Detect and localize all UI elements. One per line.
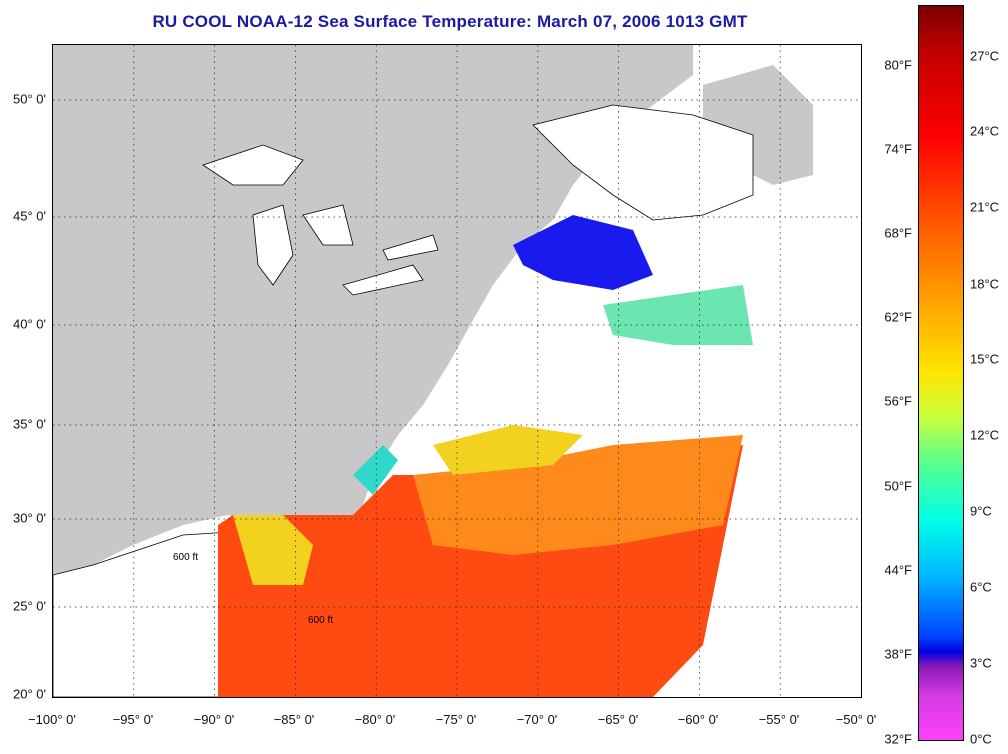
contour-label-straits: 600 ft (308, 615, 333, 626)
colorbar-label-fahrenheit: 56°F (884, 393, 912, 409)
x-tick-label: −60° 0' (677, 712, 719, 727)
sst-swath-yellow (233, 425, 583, 585)
colorbar-label-celsius: 12°C (970, 427, 1000, 443)
x-tick-label: −75° 0' (435, 712, 477, 727)
colorbar-label-fahrenheit: 32°F (884, 731, 912, 747)
great-lakes (202, 144, 439, 296)
colorbar-label-fahrenheit: 74°F (884, 141, 912, 157)
sst-nova-scotia-cold (513, 215, 653, 290)
temperature-colorbar (918, 5, 964, 741)
colorbar-label-fahrenheit: 50°F (884, 478, 912, 494)
sst-shelf-cyan (603, 285, 753, 345)
gulf-st-lawrence (532, 104, 754, 221)
y-tick-label: 35° 0' (13, 416, 46, 432)
colorbar-label-fahrenheit: 80°F (884, 57, 912, 73)
y-tick-label: 40° 0' (13, 316, 46, 332)
colorbar-label-celsius: 3°C (970, 655, 992, 671)
map-grid (53, 45, 861, 697)
colorbar-label-fahrenheit: 44°F (884, 562, 912, 578)
colorbar-label-celsius: 18°C (970, 276, 1000, 292)
x-tick-label: −55° 0' (758, 712, 800, 727)
x-tick-label: −85° 0' (273, 712, 315, 727)
x-tick-label: −95° 0' (112, 712, 154, 727)
y-tick-label: 30° 0' (13, 510, 46, 526)
colorbar-label-fahrenheit: 68°F (884, 225, 912, 241)
colorbar-label-celsius: 24°C (970, 123, 1000, 139)
x-tick-label: −70° 0' (516, 712, 558, 727)
map-title: RU COOL NOAA-12 Sea Surface Temperature:… (152, 12, 748, 31)
contour-label-gulf: 600 ft (173, 552, 198, 563)
sst-swath-orange (413, 435, 743, 555)
land-north-america (53, 45, 693, 625)
colorbar-label-celsius: 6°C (970, 579, 992, 595)
sst-map-canvas: 600 ft 600 ft (53, 45, 861, 697)
x-tick-label: −90° 0' (193, 712, 235, 727)
x-tick-label: −80° 0' (354, 712, 396, 727)
y-tick-label: 50° 0' (13, 91, 46, 107)
colorbar-label-celsius: 0°C (970, 731, 992, 747)
x-tick-label: −65° 0' (597, 712, 639, 727)
x-tick-label: −50° 0' (835, 712, 877, 727)
y-tick-label: 45° 0' (13, 208, 46, 224)
sst-coastal-cyan (353, 445, 398, 495)
colorbar-label-celsius: 15°C (970, 351, 1000, 367)
colorbar-label-celsius: 27°C (970, 48, 1000, 64)
y-tick-label: 20° 0' (13, 686, 46, 702)
colorbar-label-celsius: 9°C (970, 503, 992, 519)
sst-map: 600 ft 600 ft (52, 44, 862, 698)
colorbar-label-fahrenheit: 38°F (884, 646, 912, 662)
y-tick-label: 25° 0' (13, 598, 46, 614)
colorbar-label-fahrenheit: 62°F (884, 309, 912, 325)
colorbar-label-celsius: 21°C (970, 199, 1000, 215)
x-tick-label: −100° 0' (28, 712, 76, 727)
